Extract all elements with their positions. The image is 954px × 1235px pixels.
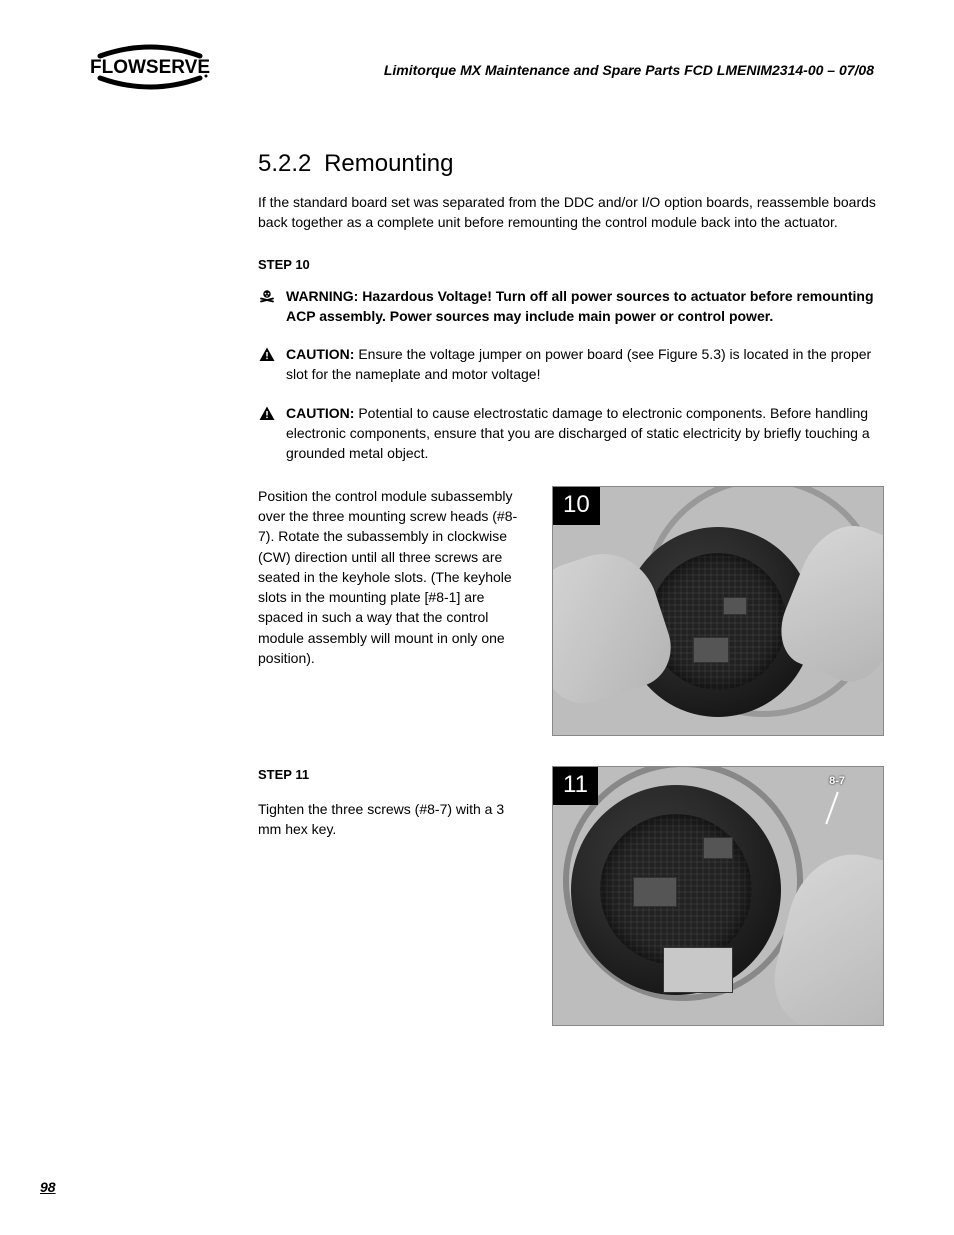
warning-text: WARNING: Hazardous Voltage! Turn off all… [286,286,888,327]
intro-paragraph: If the standard board set was separated … [258,192,888,233]
section-number: 5.2.2 [258,150,311,177]
step-11-left: STEP 11 Tighten the three screws (#8-7) … [258,766,530,1026]
caution-1-body: Ensure the voltage jumper on power board… [286,346,871,382]
warning-block: WARNING: Hazardous Voltage! Turn off all… [258,286,888,327]
step-11-photo: 11 8-7 [552,766,884,1026]
caution-1-lead: CAUTION: [286,346,354,362]
photo-11-callout: 8-7 [829,775,845,787]
step-11-row: STEP 11 Tighten the three screws (#8-7) … [258,766,888,1026]
caution-2-lead: CAUTION: [286,405,354,421]
caution-block-2: CAUTION: Potential to cause electrostati… [258,403,888,464]
warning-triangle-icon [258,405,276,423]
step-10-body: Position the control module subassembly … [258,486,530,736]
photo-number-11: 11 [553,767,598,805]
section-heading: 5.2.2 Remounting [258,150,888,178]
caution-1-text: CAUTION: Ensure the voltage jumper on po… [286,344,888,385]
step-10-photo: 10 [552,486,884,736]
photo-number-10: 10 [553,487,600,525]
page-number: 98 [40,1179,56,1195]
step-11-label: STEP 11 [258,766,530,785]
step-11-photo-wrap: 11 8-7 [552,766,884,1026]
caution-2-text: CAUTION: Potential to cause electrostati… [286,403,888,464]
step-10-label: STEP 10 [258,257,888,272]
page-header: Limitorque MX Maintenance and Spare Part… [384,62,874,78]
section-title-text: Remounting [324,150,453,177]
main-content: 5.2.2 Remounting If the standard board s… [258,150,888,1056]
brand-logo: FLOWSERVE [80,42,220,92]
skull-crossbones-icon [258,288,276,306]
step-10-photo-wrap: 10 [552,486,884,736]
step-10-row: Position the control module subassembly … [258,486,888,736]
caution-2-body: Potential to cause electrostatic damage … [286,405,870,462]
step-11-body: Tighten the three screws (#8-7) with a 3… [258,799,530,840]
svg-text:FLOWSERVE: FLOWSERVE [90,57,210,78]
warning-body: WARNING: Hazardous Voltage! Turn off all… [286,288,874,324]
caution-block-1: CAUTION: Ensure the voltage jumper on po… [258,344,888,385]
warning-triangle-icon [258,346,276,364]
